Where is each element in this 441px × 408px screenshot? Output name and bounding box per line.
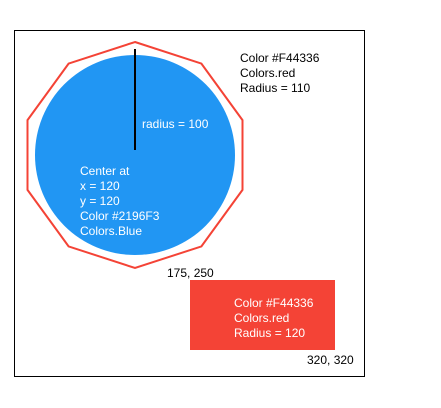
blue-circle bbox=[35, 55, 235, 255]
decagon-radius-label: Radius = 110 bbox=[240, 81, 311, 95]
rect-colorname-label: Colors.red bbox=[234, 311, 290, 325]
circle-y-label: y = 120 bbox=[80, 194, 120, 208]
circle-x-label: x = 120 bbox=[80, 179, 120, 193]
rect-radius-label: Radius = 120 bbox=[234, 326, 306, 340]
circle-colorname-label: Colors.Blue bbox=[80, 224, 143, 238]
radius-label: radius = 100 bbox=[142, 117, 209, 131]
rect-color-label: Color #F44336 bbox=[234, 296, 314, 310]
rect-top-left-coordinate: 175, 250 bbox=[167, 266, 214, 280]
decagon-colorname-label: Colors.red bbox=[240, 66, 296, 80]
red-rectangle bbox=[190, 280, 335, 350]
circle-color-label: Color #2196F3 bbox=[80, 209, 160, 223]
red-decagon-outline bbox=[26, 40, 244, 270]
circle-center-label: Center at bbox=[80, 164, 130, 178]
rect-bottom-right-coordinate: 320, 320 bbox=[307, 353, 354, 367]
decagon-color-label: Color #F44336 bbox=[240, 51, 320, 65]
